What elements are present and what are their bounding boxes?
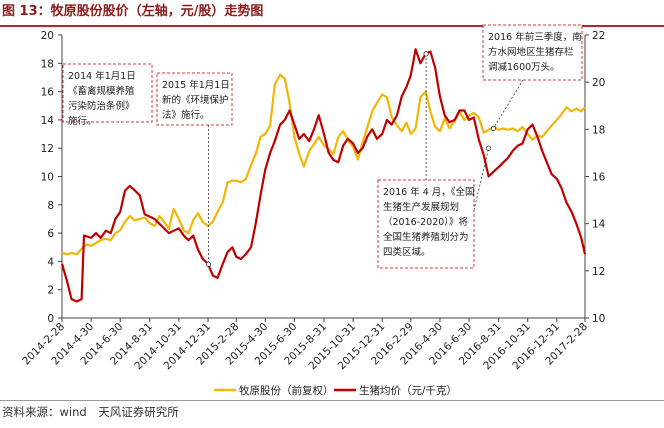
y-left-tick-label: 4: [47, 256, 54, 268]
annotation-box: [482, 24, 583, 81]
annotation-text-line: 方水网地区生猪存栏: [488, 46, 574, 58]
footer-divider: [0, 400, 664, 401]
annotation-box: [156, 72, 233, 126]
y-left-tick-label: 14: [41, 115, 55, 127]
annotation-text-line: 施行。: [68, 115, 97, 127]
y-left-tick-label: 16: [41, 87, 55, 99]
hog-price-line: [60, 48, 587, 303]
y-left-tick-label: 20: [41, 30, 54, 42]
y-right-tick-label: 14: [592, 219, 606, 231]
annotation-text-line: 生猪生产发展规划: [383, 201, 459, 213]
annotation-text-line: 2016 年 4 月，《全国: [383, 186, 475, 198]
figure-title: 图 13：牧原股份股价（左轴，元/股）走势图: [2, 4, 264, 19]
title-divider: [0, 25, 664, 27]
annotation-text-line: （2016-2020）》将: [383, 216, 469, 228]
y-left-tick-label: 10: [41, 172, 54, 184]
annotation-text-line: 全国生猪养殖划分为: [383, 231, 469, 243]
annotation-point-marker: [205, 261, 212, 267]
y-left-tick-label: 2: [47, 285, 54, 297]
y-left-tick-label: 8: [47, 200, 54, 212]
stock-hog-price-chart: 02468101214161820101214161820222014-2-28…: [20, 24, 606, 397]
legend-hog-label: 生猪均价（元/千克）: [359, 384, 457, 397]
y-right-tick-label: 10: [592, 313, 605, 325]
annotation-text-line: 《畜禽规模养殖: [68, 85, 135, 97]
source-note: 资料来源：wind 天风证券研究所: [2, 405, 179, 419]
annotation-text-line: 调减1600万头。: [488, 61, 560, 73]
annotation-leaders: [205, 51, 524, 267]
annotation-point-marker: [423, 51, 429, 57]
y-right-tick-label: 20: [592, 77, 605, 89]
annotation-text-line: 2014 年1月1日: [68, 70, 136, 82]
annotation-text-line: 四类区域。: [383, 246, 431, 258]
legend-stock-label: 牧原股份（前复权）: [239, 384, 334, 397]
annotation-text-line: 2015 年1月1日: [162, 79, 230, 91]
y-left-tick-label: 0: [47, 313, 54, 325]
annotation-text-line: 新的《环境保护: [162, 94, 229, 106]
y-right-tick-label: 22: [592, 30, 605, 42]
annotation-text-line: 污染防治条例》: [68, 100, 135, 112]
annotation-box: [62, 63, 153, 123]
y-right-tick-label: 12: [592, 266, 605, 278]
series-lines: [60, 48, 587, 303]
annotation-text-line: 法》施行。: [162, 109, 210, 121]
legend: 牧原股份（前复权） 生猪均价（元/千克）: [214, 384, 457, 397]
annotation-text-line: 2016 年前三季度，南: [488, 31, 582, 43]
y-left-tick-label: 18: [41, 58, 54, 70]
annotation-leader-line: [493, 79, 524, 129]
annotation-point-marker: [490, 125, 496, 131]
annotation-leader-line: [473, 148, 489, 211]
annotation-point-marker: [486, 145, 492, 151]
annotation-box: [377, 179, 475, 269]
stock-price-line: [61, 73, 586, 256]
y-left-tick-label: 12: [41, 143, 54, 155]
y-right-tick-label: 16: [592, 172, 606, 184]
y-right-tick-label: 18: [592, 124, 605, 136]
y-left-tick-label: 6: [47, 228, 54, 240]
